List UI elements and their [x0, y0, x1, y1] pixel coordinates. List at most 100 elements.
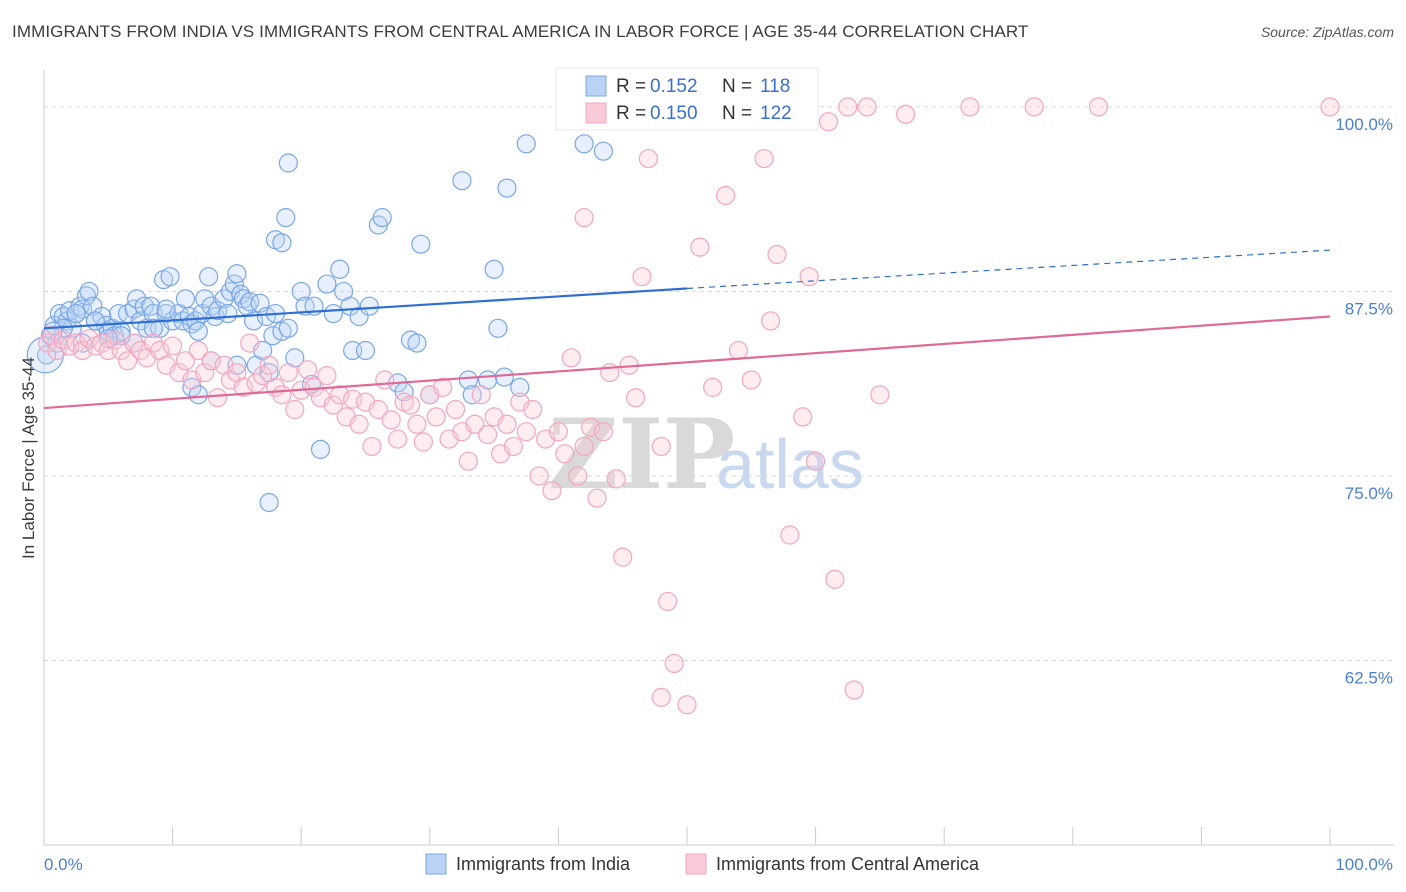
central-america-point: [368, 399, 388, 420]
central-america-point: [124, 333, 144, 353]
india-trend-line: [43, 287, 688, 330]
central-america-trend-line: [43, 315, 1331, 410]
india-point: [593, 141, 614, 161]
y-tick-label: 75.0%: [1345, 484, 1393, 503]
legend-label-central-america[interactable]: Immigrants from Central America: [716, 854, 980, 874]
india-point: [488, 318, 508, 338]
india-point: [323, 303, 343, 324]
y-tick-label: 87.5%: [1345, 299, 1393, 318]
central-america-point: [400, 395, 421, 415]
central-america-point: [105, 330, 125, 350]
central-america-point: [690, 237, 710, 257]
central-america-point: [407, 414, 427, 434]
india-point: [188, 321, 208, 341]
x-tick-labels: 0.0% 100.0%: [44, 855, 1393, 874]
india-point: [199, 267, 219, 287]
x-tick-label-min: 0.0%: [44, 855, 83, 874]
central-america-point: [857, 97, 877, 117]
india-point: [458, 370, 478, 390]
central-america-point: [960, 97, 980, 117]
chart-source: Source: ZipAtlas.com: [1260, 24, 1394, 40]
y-tick-label: 100.0%: [1335, 115, 1393, 134]
central-america-point: [767, 244, 787, 265]
stats-r-label-central-america: R =: [616, 103, 646, 124]
central-america-point: [638, 148, 659, 169]
central-america-point: [272, 385, 292, 405]
legend-label-india[interactable]: Immigrants from India: [456, 854, 631, 874]
central-america-point: [844, 680, 864, 700]
central-america-point: [568, 466, 588, 486]
india-point: [510, 377, 530, 397]
central-america-point: [818, 112, 839, 132]
india-point: [349, 306, 369, 327]
central-america-point: [233, 377, 253, 397]
central-america-point: [240, 333, 260, 353]
central-america-point: [651, 436, 671, 457]
central-america-point: [793, 407, 813, 427]
central-america-point: [625, 388, 646, 408]
stats-n-value-central-america: 122: [760, 103, 792, 124]
central-america-point: [471, 385, 491, 405]
india-point: [310, 439, 331, 459]
central-america-point: [664, 653, 684, 674]
india-point: [497, 178, 517, 198]
watermark-zip: ZIP: [548, 398, 735, 511]
central-america-point: [1320, 97, 1340, 117]
chart-title: IMMIGRANTS FROM INDIA VS IMMIGRANTS FROM…: [12, 22, 1029, 41]
india-point: [79, 281, 99, 302]
central-america-point: [741, 370, 761, 390]
india-point: [259, 492, 279, 513]
india-point-large: [26, 336, 64, 374]
central-america-point: [613, 547, 633, 567]
central-america-point: [574, 208, 594, 228]
central-america-point: [896, 104, 916, 124]
central-america-point: [323, 395, 343, 415]
stats-r-value-india: 0.152: [650, 76, 698, 97]
india-point: [278, 318, 298, 338]
central-america-point: [825, 569, 845, 589]
india-point: [372, 208, 392, 228]
central-america-point: [805, 451, 826, 471]
india-point: [227, 264, 247, 284]
central-america-point: [1024, 97, 1044, 117]
india-point: [359, 296, 379, 316]
trend-lines: [43, 249, 1331, 410]
central-america-point: [754, 148, 774, 169]
central-america-point: [285, 399, 305, 420]
central-america-point: [606, 469, 626, 489]
india-point: [272, 233, 292, 253]
central-america-point: [330, 385, 350, 405]
india-trend-line-extension: [686, 249, 1331, 290]
central-america-point: [580, 417, 601, 437]
stats-legend: R = 0.152 N = 118 R = 0.150 N = 122: [555, 67, 819, 131]
india-point: [574, 134, 594, 154]
india-point: [516, 134, 536, 154]
stats-legend-swatch-india: [585, 75, 607, 97]
india-point: [484, 259, 504, 279]
stats-n-label-india: N =: [722, 76, 752, 97]
central-america-point: [375, 370, 395, 390]
india-point: [195, 289, 215, 309]
central-america-point: [208, 388, 228, 408]
central-america-point: [388, 429, 408, 449]
stats-r-label-india: R =: [616, 76, 646, 97]
india-point: [66, 303, 86, 324]
india-point: [291, 281, 311, 302]
central-america-point: [298, 360, 318, 380]
central-america-point: [278, 363, 298, 383]
legend-swatch-central-america[interactable]: [685, 853, 707, 875]
central-america-point: [445, 399, 466, 420]
india-point: [175, 289, 196, 309]
central-america-point: [561, 348, 581, 368]
central-america-point: [195, 363, 215, 383]
central-america-point: [548, 422, 569, 442]
y-tick-label: 62.5%: [1345, 668, 1393, 687]
central-america-point: [362, 436, 382, 457]
stats-n-value-india: 118: [760, 76, 790, 97]
central-america-point: [413, 432, 433, 452]
central-america-point: [503, 436, 523, 457]
stats-n-label-central-america: N =: [722, 103, 752, 124]
india-point: [141, 296, 161, 316]
legend-swatch-india[interactable]: [425, 853, 447, 875]
